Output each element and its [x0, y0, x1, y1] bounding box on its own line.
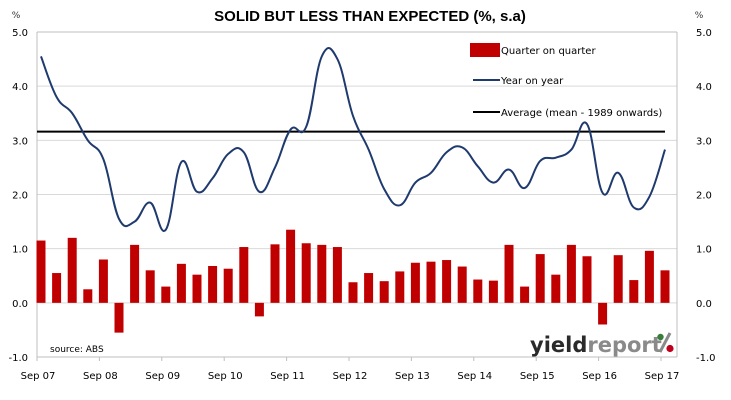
qoq-bar: [161, 286, 171, 303]
qoq-bar: [36, 240, 46, 303]
y-tick-label-left: 3.0: [12, 136, 28, 147]
qoq-bar: [254, 302, 264, 317]
x-axis: Sep 07 Sep 08 Sep 09 Sep 10 Sep 11 Sep 12 Sep …: [21, 357, 680, 382]
yoy-line: [40, 47, 666, 232]
qoq-bar: [364, 273, 374, 303]
right-axis-unit: %: [695, 11, 704, 21]
qoq-bar: [286, 229, 296, 303]
y-tick-label-right: 3.0: [696, 136, 712, 147]
qoq-bar: [270, 244, 280, 303]
qoq-bar: [473, 279, 483, 303]
qoq-bar: [192, 274, 202, 303]
qoq-bar: [176, 263, 186, 303]
qoq-bar: [551, 274, 561, 303]
x-tick-label: Sep 17: [645, 371, 680, 382]
qoq-bar: [520, 286, 530, 303]
qoq-bar: [395, 271, 405, 303]
left-y-axis: 5.0 4.0 3.0 2.0 1.0 0.0 -1.0: [8, 28, 28, 364]
qoq-bar: [67, 237, 77, 303]
qoq-bar: [145, 270, 155, 303]
y-tick-label-left: 4.0: [12, 82, 28, 93]
qoq-bar: [410, 262, 420, 303]
qoq-bar: [83, 289, 93, 303]
qoq-bar: [223, 268, 233, 303]
right-y-axis: 5.0 4.0 3.0 2.0 1.0 0.0 -1.0: [696, 28, 716, 364]
legend-label-qoq: Quarter on quarter: [501, 46, 596, 57]
qoq-bar: [332, 247, 342, 303]
qoq-bar: [488, 280, 498, 303]
qoq-bar: [457, 266, 467, 303]
qoq-bar: [644, 250, 654, 303]
qoq-bar: [208, 266, 218, 303]
qoq-bar: [239, 247, 249, 303]
qoq-bar: [660, 270, 670, 303]
left-axis-unit: %: [12, 11, 21, 21]
chart-title: SOLID BUT LESS THAN EXPECTED (%, s.a): [214, 8, 526, 25]
legend: Quarter on quarter Year on year Average …: [470, 43, 662, 119]
y-tick-label-right: 5.0: [696, 28, 712, 39]
legend-label-yoy: Year on year: [500, 76, 564, 87]
logo-part-yield: yield: [530, 333, 587, 357]
y-tick-label-left: 1.0: [12, 245, 28, 256]
source-annotation: source: ABS: [50, 345, 104, 355]
x-tick-label: Sep 14: [457, 371, 492, 382]
axes: [36, 31, 678, 358]
x-tick-label: Sep 08: [83, 371, 118, 382]
qoq-bar: [114, 302, 124, 333]
x-tick-label: Sep 16: [582, 371, 617, 382]
legend-swatch-qoq: [470, 43, 500, 57]
x-tick-label: Sep 11: [270, 371, 305, 382]
qoq-bar: [629, 280, 639, 303]
qoq-bar: [613, 255, 623, 303]
x-tick-label: Sep 10: [208, 371, 243, 382]
qoq-bar: [442, 260, 452, 303]
logo-text: yieldreport: [530, 333, 662, 357]
qoq-bar: [379, 281, 389, 303]
y-tick-label-right: 0.0: [696, 299, 712, 310]
y-tick-label-right: 4.0: [696, 82, 712, 93]
y-tick-label-left: 0.0: [12, 299, 28, 310]
logo-percent-icon: [657, 332, 674, 353]
y-tick-label-left: 2.0: [12, 191, 28, 202]
y-tick-label-left: 5.0: [12, 28, 28, 39]
legend-label-average: Average (mean - 1989 onwards): [501, 108, 662, 119]
x-tick-label: Sep 09: [145, 371, 180, 382]
x-tick-label: Sep 12: [333, 371, 368, 382]
y-tick-label-right: -1.0: [696, 353, 716, 364]
y-tick-label-right: 2.0: [696, 191, 712, 202]
qoq-bar: [130, 244, 140, 303]
qoq-bar: [582, 256, 592, 303]
x-tick-label: Sep 07: [21, 371, 56, 382]
yieldreport-logo: yieldreport: [530, 332, 674, 357]
qoq-bar: [348, 282, 358, 303]
y-tick-label-right: 1.0: [696, 245, 712, 256]
qoq-bar: [504, 244, 514, 303]
logo-part-report: report: [587, 333, 661, 357]
qoq-bar: [98, 259, 108, 303]
qoq-bar: [301, 243, 311, 303]
qoq-bar: [598, 302, 608, 325]
qoq-bar: [566, 244, 576, 303]
x-tick-label: Sep 13: [395, 371, 430, 382]
yoy-line-group: [40, 47, 666, 232]
qoq-bar: [426, 261, 436, 303]
qoq-bar: [317, 244, 327, 303]
qoq-bars: [36, 229, 670, 333]
qoq-bar: [52, 273, 62, 303]
y-tick-label-left: -1.0: [8, 353, 28, 364]
x-tick-label: Sep 15: [520, 371, 555, 382]
qoq-bar: [535, 254, 545, 303]
